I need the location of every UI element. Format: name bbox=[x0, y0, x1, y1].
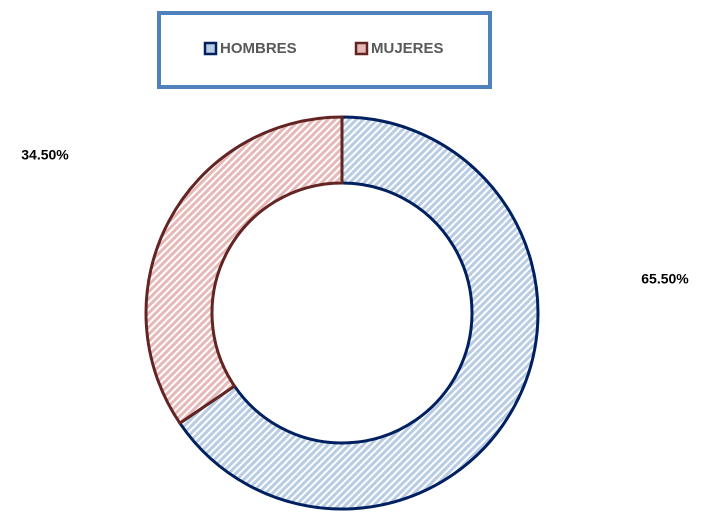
legend-swatch bbox=[354, 41, 369, 56]
data-label: 34.50% bbox=[21, 147, 69, 163]
legend-label: MUJERES bbox=[371, 40, 444, 57]
data-label: 65.50% bbox=[641, 271, 689, 287]
legend-swatch bbox=[203, 41, 218, 56]
legend-label: HOMBRES bbox=[220, 40, 297, 57]
donut-slice bbox=[177, 115, 540, 511]
donut-slice bbox=[144, 115, 344, 426]
